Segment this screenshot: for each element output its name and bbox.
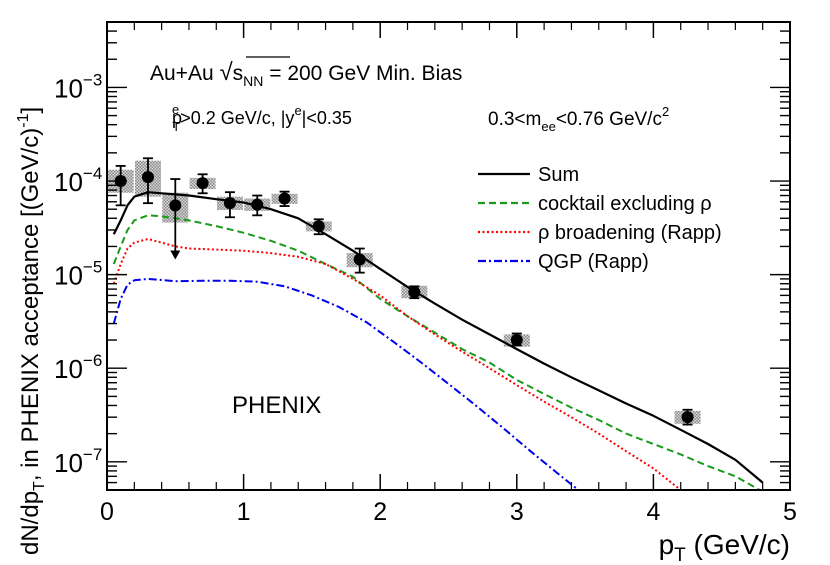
experiment-label: PHENIX: [232, 392, 321, 419]
plot-area: [106, 21, 791, 491]
y-tick-label: 10−4: [54, 164, 102, 197]
data-point: [223, 197, 236, 210]
data-point: [312, 220, 325, 233]
y-tick-label: 10−7: [54, 445, 102, 478]
axis-ticks: [106, 21, 791, 491]
y-tick-labels: 10−7 10−6 10−5 10−4 10−3: [54, 70, 102, 477]
data-point: [353, 253, 366, 266]
y-tick-label: 10−5: [54, 258, 102, 291]
curve--broadening-rapp: [112, 238, 682, 490]
mass-range-label: 0.3<mee<0.76 GeV/c2: [488, 104, 669, 134]
x-tick-label: 1: [237, 498, 251, 526]
y-axis-label: dN/dpT, in PHENIX acceptance [(GeV/c)-1]: [15, 107, 48, 555]
legend-label: Sum: [538, 164, 579, 186]
x-axis-label: pT (GeV/c): [659, 529, 790, 565]
data-point: [196, 177, 209, 190]
y-tick-label: 10−6: [54, 351, 102, 384]
legend-label: ρ broadening (Rapp): [538, 222, 722, 244]
data-point: [278, 192, 291, 205]
data-point: [681, 411, 694, 424]
legend: Sum cocktail excluding ρ ρ broadening (Rap…: [478, 164, 722, 273]
x-tick-labels: 0 1 2 3 4 5: [100, 498, 797, 526]
kinematic-cuts-label: pe T>0.2 GeV/c, |ye|<0.35: [172, 102, 352, 134]
y-tick-label: 10−3: [54, 70, 102, 103]
x-tick-label: 4: [646, 498, 660, 526]
curve-cocktail-excluding: [112, 214, 762, 490]
data-point: [169, 199, 182, 212]
data-point: [408, 286, 421, 299]
data-point: [141, 171, 154, 184]
upper-limit-arrow: [170, 250, 181, 260]
legend-label: cocktail excluding ρ: [538, 193, 712, 215]
curve-sum: [112, 191, 764, 484]
plot-frame: [106, 21, 791, 491]
curve-qgp-rapp: [112, 277, 579, 490]
x-tick-label: 2: [373, 498, 387, 526]
x-tick-label: 5: [783, 498, 797, 526]
legend-label: QGP (Rapp): [538, 251, 649, 273]
x-tick-label: 3: [510, 498, 524, 526]
data-point: [510, 334, 523, 347]
theory-curves: [112, 191, 764, 490]
x-tick-label: 0: [100, 498, 114, 526]
data-point: [251, 198, 264, 211]
collision-system-label: Au+Au √sNN = 200 GeV Min. Bias: [150, 59, 462, 89]
